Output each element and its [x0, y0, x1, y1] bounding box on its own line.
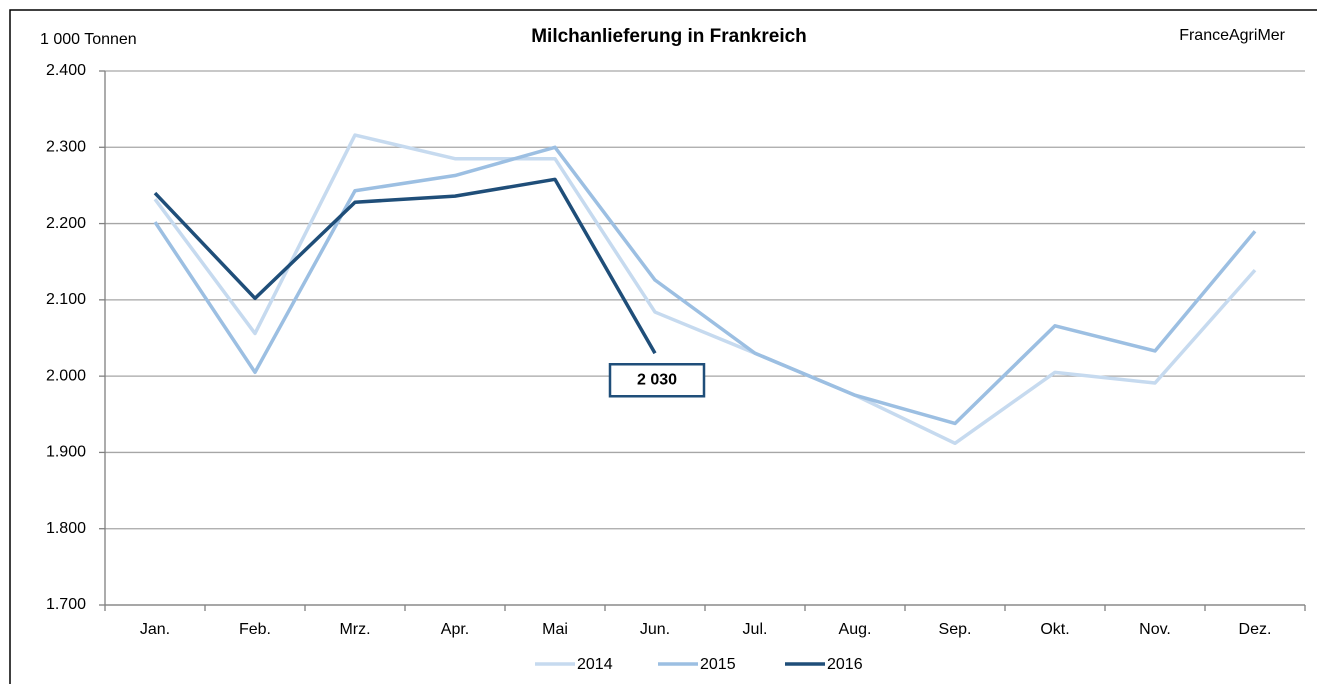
line-series [153, 145, 1257, 426]
line-series [153, 177, 657, 355]
legend-label: 2014 [577, 656, 613, 673]
x-tick-label: Aug. [839, 621, 872, 638]
y-tick-label: 2.300 [46, 139, 86, 156]
chart-title: Milchanlieferung in Frankreich [531, 26, 807, 47]
legend-label: 2016 [827, 656, 863, 673]
x-tick-label: Mrz. [339, 621, 370, 638]
chart-frame [9, 9, 1317, 684]
x-tick-label: Nov. [1139, 621, 1171, 638]
y-tick-label: 2.200 [46, 215, 86, 232]
x-tick-label: Apr. [441, 621, 469, 638]
data-label-box [608, 363, 706, 398]
x-tick-label: Jul. [743, 621, 768, 638]
source: FranceAgriMer [1179, 27, 1285, 44]
x-tick-label: Okt. [1040, 621, 1069, 638]
y-tick-label: 1.800 [46, 520, 86, 537]
x-tick-label: Mai [542, 621, 568, 638]
x-tick-label: Dez. [1239, 621, 1272, 638]
y-tick-label: 2.000 [46, 367, 86, 384]
x-tick-label: Sep. [939, 621, 972, 638]
x-tick-label: Jan. [140, 621, 170, 638]
legend-label: 2015 [700, 656, 736, 673]
y-tick-label: 2.400 [46, 62, 86, 79]
x-tick-label: Jun. [640, 621, 670, 638]
x-tick-label: Feb. [239, 621, 271, 638]
data-label: 2 030 [637, 371, 677, 388]
y-tick-label: 1.700 [46, 596, 86, 613]
line-series [153, 133, 1257, 446]
y-tick-label: 1.900 [46, 444, 86, 461]
y-tick-label: 2.100 [46, 291, 86, 308]
y-axis-unit: 1 000 Tonnen [40, 31, 137, 48]
